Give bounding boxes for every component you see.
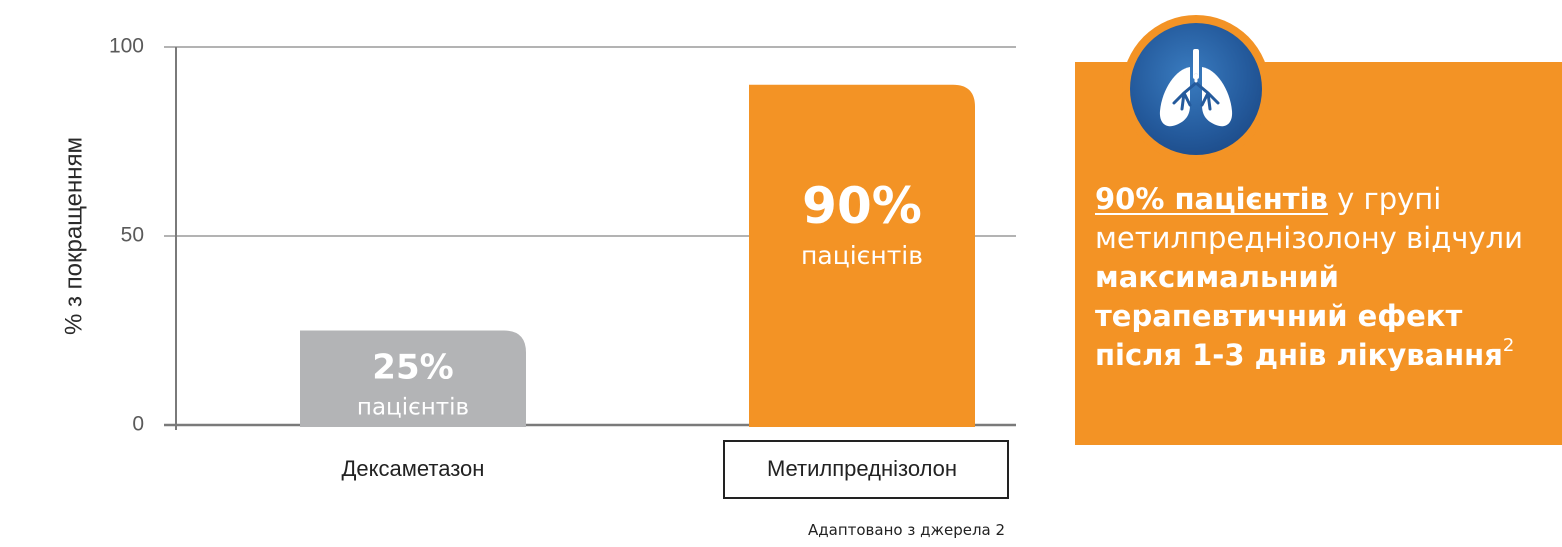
category-label: Метилпреднізолон (767, 456, 957, 481)
bar-value-label: 90% (802, 177, 922, 235)
callout-bold-2: після 1-3 днів лікування (1095, 338, 1503, 372)
bar (300, 330, 526, 427)
y-tick-label: 100 (109, 35, 144, 58)
callout-superscript: 2 (1502, 335, 1515, 356)
category-highlight-box (723, 440, 1009, 499)
lung-badge (1122, 15, 1270, 163)
bar-unit-label: пацієнтів (801, 241, 923, 270)
category-label: Дексаметазон (342, 456, 485, 481)
y-tick-labels: 0 50 100 (109, 35, 144, 436)
y-tick-label: 50 (121, 224, 144, 247)
category-labels: Дексаметазон Метилпреднізолон (342, 440, 1009, 499)
callout-text-1: у групі метилпреднізолону відчули (1095, 182, 1523, 255)
callout-text: 90% пацієнтів у групі метилпреднізолону … (1095, 180, 1550, 375)
callout-highlight: 90% пацієнтів (1095, 182, 1328, 216)
bar-value-label: 25% (372, 348, 453, 388)
bar-chart: 25% пацієнтів 90% пацієнтів 0 50 100 % з покр… (60, 35, 1016, 499)
lungs-icon (1130, 23, 1262, 155)
y-axis-label: % з покращенням (60, 137, 87, 335)
callout-bold-1: максимальний терапевтичний ефект (1095, 260, 1463, 333)
bar (749, 84, 975, 428)
bar-unit-label: пацієнтів (357, 395, 469, 421)
y-tick-label: 0 (132, 413, 144, 436)
source-note: Адаптовано з джерела 2 (808, 521, 1006, 539)
bars: 25% пацієнтів 90% пацієнтів (300, 84, 975, 428)
